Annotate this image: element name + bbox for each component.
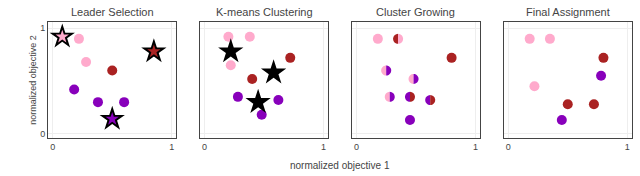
svg-text:Cluster Growing: Cluster Growing: [376, 6, 455, 18]
svg-text:0: 0: [506, 142, 511, 152]
svg-text:0: 0: [354, 142, 359, 152]
svg-text:normalized objective 2: normalized objective 2: [28, 35, 38, 125]
svg-text:K-means Clustering: K-means Clustering: [216, 6, 313, 18]
svg-text:0: 0: [40, 129, 45, 139]
svg-text:1: 1: [473, 142, 478, 152]
svg-text:1: 1: [40, 23, 45, 33]
svg-text:Leader Selection: Leader Selection: [71, 6, 154, 18]
svg-text:normalized objective 1: normalized objective 1: [290, 160, 390, 171]
svg-text:1: 1: [321, 142, 326, 152]
svg-text:1: 1: [169, 142, 174, 152]
svg-text:0: 0: [50, 142, 55, 152]
svg-text:0: 0: [202, 142, 207, 152]
svg-text:Final Assignment: Final Assignment: [526, 6, 610, 18]
svg-text:1: 1: [625, 142, 630, 152]
